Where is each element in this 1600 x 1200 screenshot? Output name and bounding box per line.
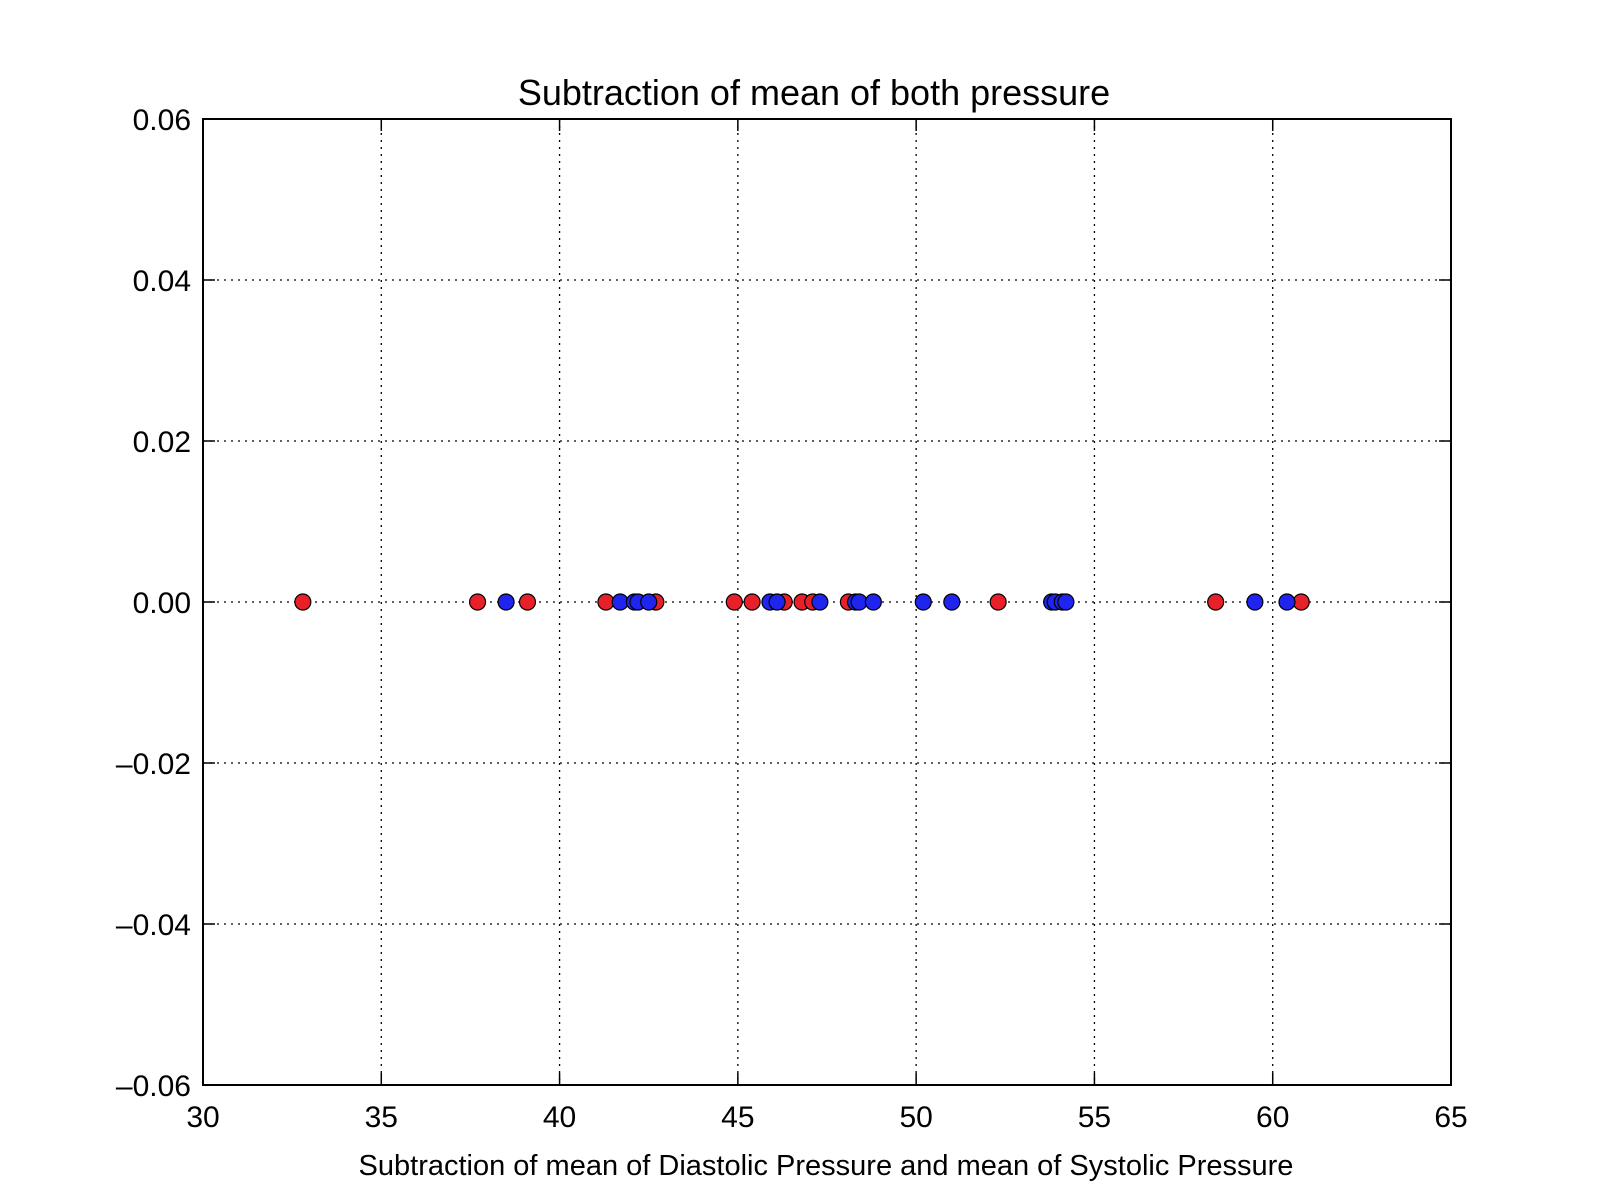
y-tick-label: –0.06: [116, 1070, 191, 1103]
data-point: [989, 593, 1007, 611]
data-point: [1246, 593, 1264, 611]
data-point: [943, 593, 961, 611]
data-point: [850, 593, 868, 611]
data-point: [743, 593, 761, 611]
x-tick-label: 60: [1256, 1101, 1289, 1134]
y-tick-label: –0.04: [116, 909, 191, 942]
y-tick-labels: 0.06 0.04 0.02 0.00 –0.02 –0.04 –0.06: [116, 104, 191, 1103]
data-point: [1207, 593, 1225, 611]
x-tick-label: 30: [186, 1101, 219, 1134]
x-tick-label: 55: [1078, 1101, 1111, 1134]
x-tick-label: 65: [1434, 1101, 1467, 1134]
plot-frame: [202, 118, 1452, 1086]
data-point: [811, 593, 829, 611]
data-point: [1057, 593, 1075, 611]
data-point: [768, 593, 786, 611]
data-point: [611, 593, 629, 611]
x-tick-labels: 30 35 40 45 50 55 60 65: [186, 1101, 1467, 1134]
data-point: [1278, 593, 1296, 611]
data-points: [294, 593, 1310, 611]
x-tick-label: 45: [721, 1101, 754, 1134]
chart-title: Subtraction of mean of both pressure: [518, 72, 1110, 113]
y-tick-label: 0.06: [133, 104, 191, 137]
data-point: [1292, 593, 1310, 611]
y-tick-label: –0.02: [116, 748, 191, 781]
data-point: [518, 593, 537, 611]
y-tick-label: 0.02: [133, 426, 191, 459]
x-tick-label: 35: [365, 1101, 398, 1134]
y-tick-label: 0.00: [133, 587, 191, 620]
x-tick-label: 40: [543, 1101, 576, 1134]
data-point: [468, 593, 487, 611]
data-point: [914, 593, 932, 611]
data-point: [725, 593, 743, 611]
x-tick-label: 50: [899, 1101, 932, 1134]
data-point: [640, 593, 658, 611]
data-point: [497, 593, 515, 611]
data-point: [597, 593, 615, 611]
x-axis-title: Subtraction of mean of Diastolic Pressur…: [359, 1150, 1294, 1182]
y-tick-label: 0.04: [133, 265, 191, 298]
data-point: [294, 593, 312, 611]
data-point: [864, 593, 882, 611]
